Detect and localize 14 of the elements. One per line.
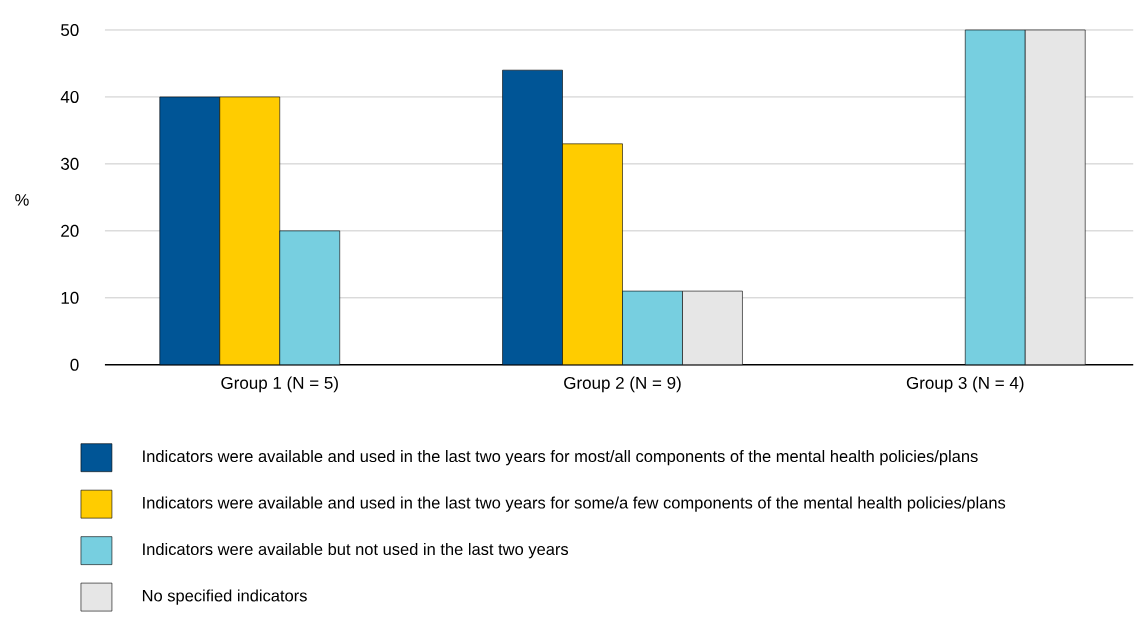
- y-tick-label: 30: [61, 158, 79, 171]
- x-tick-label: Group 2 (N = 9): [564, 376, 681, 393]
- x-tick-label: Group 1 (N = 5): [221, 376, 338, 393]
- legend-label: Indicators were available and used in the last two years for some/a few components of the mental health policies/plans: [143, 496, 1006, 513]
- legend-label: Indicators were available but not used in the last two years: [143, 543, 569, 559]
- legend-label: Indicators were available and used in the last two years for most/all components of the mental health policies/plans: [143, 450, 978, 466]
- y-tick-label: 20: [61, 225, 79, 238]
- legend-label: No specified indicators: [142, 589, 307, 605]
- x-tick-label: Group 3 (N = 4): [906, 376, 1024, 393]
- y-tick-label: 50: [61, 24, 79, 37]
- y-axis-title: %: [15, 194, 29, 206]
- y-tick-label: 40: [60, 91, 79, 104]
- y-tick-label: 10: [61, 291, 79, 305]
- y-tick-label: 0: [70, 358, 79, 371]
